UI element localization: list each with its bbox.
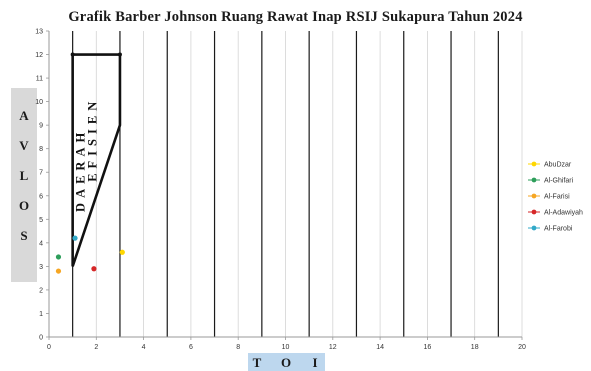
x-tick-label: 8 [236, 344, 240, 351]
legend-marker [531, 177, 537, 183]
y-tick-label: 4 [39, 240, 43, 247]
x-tick-label: 20 [518, 344, 526, 351]
data-point-al-farisi [55, 268, 62, 274]
data-point-al-adawiyah [91, 266, 97, 272]
legend-marker [531, 193, 537, 199]
legend-label: Al-Farisi [544, 194, 570, 201]
y-tick-label: 0 [39, 335, 43, 342]
x-tick-label: 14 [376, 344, 384, 351]
y-axis-label-letter: S [20, 228, 27, 243]
legend-label: AbuDzar [544, 162, 572, 169]
y-tick-label: 6 [39, 193, 43, 200]
y-tick-label: 7 [39, 170, 43, 177]
y-axis-label-letter: L [20, 168, 29, 183]
x-tick-label: 0 [47, 344, 51, 351]
x-tick-label: 18 [471, 344, 479, 351]
legend-label: Al-Ghifari [544, 178, 574, 185]
y-tick-label: 10 [35, 99, 43, 106]
y-tick-label: 12 [35, 52, 43, 59]
legend-marker [531, 225, 537, 231]
x-tick-label: 10 [282, 344, 290, 351]
grid-layer [72, 31, 523, 337]
x-tick-label: 16 [424, 344, 432, 351]
x-axis-label-letter: I [312, 355, 317, 370]
legend-label: Al-Farobi [544, 226, 573, 233]
data-points [55, 235, 125, 274]
data-point-abudzar [119, 249, 125, 255]
y-axis-label-letter: O [19, 198, 29, 213]
x-tick-label: 2 [94, 344, 98, 351]
region-vertex-marker [70, 52, 75, 57]
region-label-efisien: EFISIEN [85, 97, 99, 182]
y-tick-label: 11 [36, 76, 43, 83]
y-tick-label: 3 [39, 264, 43, 271]
x-axis-label-letter: O [281, 355, 291, 370]
legend-marker [531, 209, 537, 215]
data-point-al-ghifari [55, 254, 62, 260]
legend: AbuDzar Al-Ghifari Al-Farisi Al-Adawiyah Al-… [528, 162, 583, 233]
y-axis-label-letter: V [19, 138, 29, 153]
x-axis-label-letter: T [253, 355, 262, 370]
region-label-daerah: DAERAH [73, 128, 87, 212]
y-axis-label-letter: A [19, 108, 29, 123]
data-point-al-farobi [72, 235, 78, 241]
x-tick-label: 6 [189, 344, 193, 351]
y-tick-label: 2 [39, 287, 43, 294]
y-tick-label: 8 [39, 146, 43, 153]
legend-label: Al-Adawiyah [544, 210, 583, 217]
x-axis-label-box [248, 353, 325, 371]
y-tick-label: 5 [39, 217, 43, 224]
efficiency-region-outline [71, 53, 122, 267]
y-tick-label: 13 [35, 29, 43, 36]
y-tick-label: 1 [39, 311, 43, 318]
region-vertex-marker [117, 52, 122, 57]
y-axis-label-box [11, 88, 37, 282]
y-tick-label: 9 [39, 123, 43, 130]
legend-marker [531, 161, 537, 167]
x-tick-label: 4 [142, 344, 146, 351]
x-tick-label: 12 [329, 344, 337, 351]
chart-title: Grafik Barber Johnson Ruang Rawat Inap R… [68, 9, 523, 25]
